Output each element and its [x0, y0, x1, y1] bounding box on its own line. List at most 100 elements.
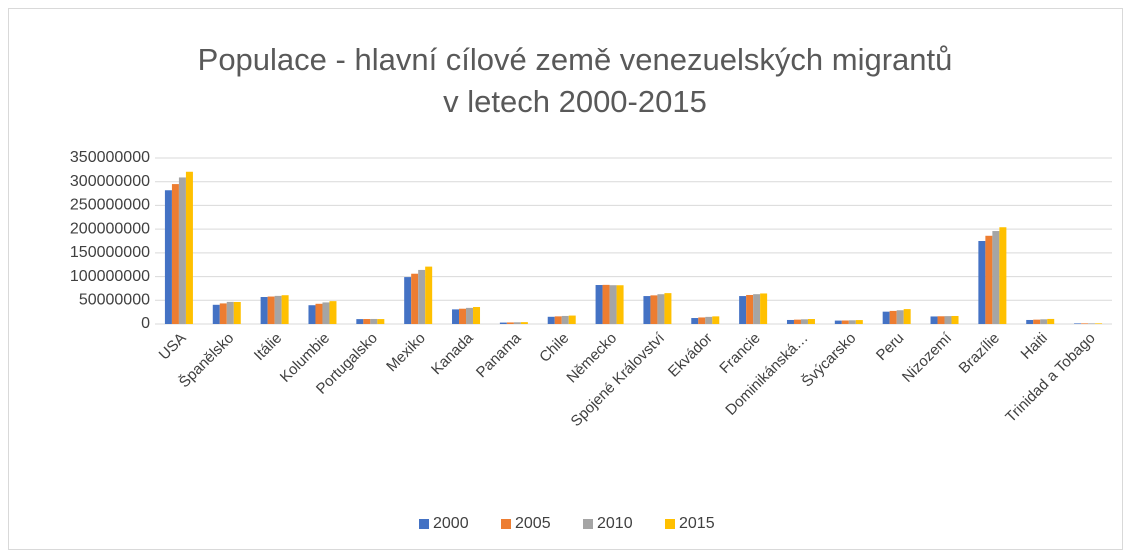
bar	[322, 302, 330, 324]
bar	[459, 308, 467, 324]
bar	[609, 285, 617, 324]
bar	[1047, 318, 1055, 324]
bar	[418, 269, 426, 324]
bar	[425, 266, 433, 324]
bar	[992, 231, 1000, 324]
y-tick-label: 350000000	[70, 149, 150, 166]
bar	[882, 311, 890, 324]
bar	[896, 310, 904, 324]
bar	[793, 319, 801, 324]
bar	[212, 304, 220, 324]
y-tick-label: 50000000	[79, 292, 150, 309]
bar	[452, 309, 460, 324]
legend-swatch	[665, 519, 675, 529]
y-tick-label: 300000000	[70, 173, 150, 190]
y-tick-label: 250000000	[70, 197, 150, 214]
bar	[786, 319, 794, 324]
bar	[171, 184, 179, 324]
bar	[1088, 323, 1096, 324]
legend-swatch	[419, 519, 429, 529]
legend-label: 2005	[515, 515, 551, 532]
bar	[226, 301, 234, 324]
bar	[411, 273, 419, 324]
bar	[841, 320, 849, 324]
bar	[650, 295, 658, 324]
bar	[281, 295, 289, 324]
chart-border	[8, 8, 1123, 550]
bar	[807, 319, 815, 324]
legend-swatch	[583, 519, 593, 529]
bar	[937, 316, 945, 324]
bar	[315, 303, 323, 324]
bar	[267, 296, 275, 324]
bar	[657, 294, 665, 324]
bar	[1074, 323, 1082, 324]
bar	[164, 190, 172, 324]
bar	[951, 315, 959, 324]
bar	[274, 295, 282, 324]
bar	[520, 322, 528, 324]
bar	[698, 317, 706, 324]
bar	[370, 318, 378, 324]
bar	[712, 316, 720, 324]
bar	[602, 284, 610, 324]
bar	[616, 285, 624, 324]
bar	[547, 316, 555, 324]
bar	[889, 310, 897, 324]
bar	[499, 322, 507, 324]
bar	[595, 285, 603, 324]
bar	[903, 309, 911, 324]
bar	[363, 319, 371, 324]
chart-title: v letech 2000-2015	[443, 84, 707, 119]
bar	[800, 319, 808, 324]
y-tick-label: 0	[141, 315, 150, 332]
bar	[329, 301, 337, 324]
bar	[185, 171, 193, 324]
bar	[855, 320, 863, 324]
bar	[513, 322, 521, 324]
bar	[944, 316, 952, 324]
bar	[561, 315, 569, 324]
bar	[308, 305, 316, 324]
bar	[356, 319, 364, 324]
legend-label: 2000	[433, 515, 469, 532]
bar	[260, 297, 268, 324]
y-tick-label: 200000000	[70, 220, 150, 237]
legend-label: 2010	[597, 515, 633, 532]
bar	[753, 294, 761, 324]
bar	[219, 303, 227, 324]
bar	[233, 301, 241, 324]
bar	[506, 322, 514, 324]
bar	[760, 293, 768, 324]
bar	[848, 320, 856, 324]
bar	[985, 235, 993, 324]
bar	[1033, 319, 1041, 324]
bar	[739, 296, 747, 324]
bar	[746, 294, 754, 324]
bar	[691, 318, 699, 324]
bar	[1026, 319, 1034, 324]
legend-swatch	[501, 519, 511, 529]
bar	[568, 315, 576, 324]
bar	[643, 296, 651, 324]
bar	[930, 316, 938, 324]
bar	[404, 277, 412, 324]
bar	[377, 319, 385, 324]
y-tick-label: 100000000	[70, 268, 150, 285]
bar	[705, 316, 713, 324]
bar	[473, 307, 481, 324]
bar	[664, 293, 672, 324]
bar	[834, 320, 842, 324]
bar	[178, 177, 186, 324]
bar	[1081, 323, 1089, 324]
bar	[466, 307, 474, 324]
bar	[1095, 323, 1103, 324]
chart-title: Populace - hlavní cílové země venezuelsk…	[198, 42, 953, 77]
bar	[999, 227, 1007, 324]
bar	[1040, 319, 1048, 324]
bar	[554, 316, 562, 324]
y-tick-label: 150000000	[70, 244, 150, 261]
legend-label: 2015	[679, 515, 715, 532]
bar	[978, 241, 986, 324]
